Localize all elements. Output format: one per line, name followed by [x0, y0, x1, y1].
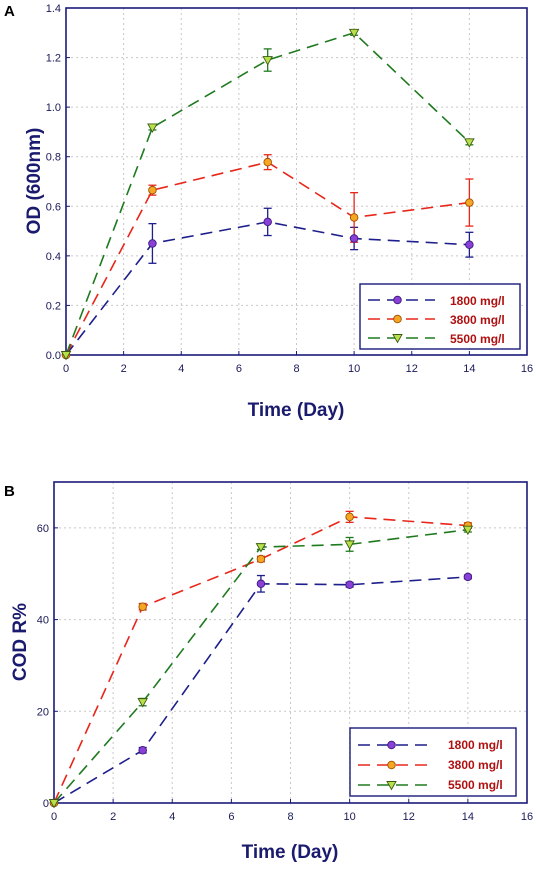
- panel-b-legend-marker-3800: [387, 760, 396, 770]
- panel-b-legend-label-1800: 1800 mg/l: [448, 738, 503, 752]
- panel-b-grid: [54, 482, 527, 803]
- panel-a-legend-box: [359, 283, 521, 350]
- panel-b-point-1800: [345, 580, 354, 589]
- panel-b-letter: B: [4, 483, 15, 500]
- panel-a-x-tick-label: 6: [236, 363, 242, 375]
- panel-b-x-tick-label: 4: [169, 811, 175, 823]
- panel-b-legend: 1800 mg/l 3800 mg/l 5500 mg/l: [349, 727, 517, 797]
- panel-a-legend-marker-5500: [392, 334, 403, 344]
- panel-b-ticks: 0 2 4 6 8 10 12 14 16 0 20 40 60: [37, 523, 533, 823]
- panel-b-x-tick-label: 8: [287, 811, 293, 823]
- panel-a-point-5500: [147, 123, 158, 133]
- panel-b-point-1800: [138, 746, 147, 755]
- panel-a-legend-label-1800: 1800 mg/l: [450, 294, 505, 308]
- panel-b-x-tick-label: 2: [110, 811, 116, 823]
- panel-b-point-5500: [48, 799, 60, 809]
- panel-a-y-tick-label: 0.4: [46, 251, 61, 263]
- panel-a-y-tick-label: 0.0: [46, 350, 61, 362]
- panel-a-x-axis-label: Time (Day): [248, 400, 345, 421]
- panel-a-y-tick-label: 0.2: [46, 300, 61, 312]
- panel-a-point-5500: [348, 28, 360, 39]
- panel-b-point-1800: [256, 579, 266, 589]
- panel-b-legend-marker-5500: [386, 781, 397, 791]
- panel-b-point-3800: [256, 554, 266, 564]
- panel-b-x-tick-label: 10: [344, 811, 356, 823]
- panel-b-y-axis-label: COD R%: [10, 603, 31, 681]
- panel-a-legend-label-3800: 3800 mg/l: [450, 313, 505, 327]
- panel-a-point-1800: [148, 239, 157, 248]
- panel-a-point-1800: [465, 240, 474, 249]
- panel-a-y-tick-label: 0.8: [46, 152, 61, 164]
- panel-a-x-tick-label: 16: [521, 363, 533, 375]
- panel-b-y-tick-label: 60: [37, 523, 49, 535]
- panel-b-legend-label-5500: 5500 mg/l: [448, 778, 503, 792]
- panel-b-point-5500: [255, 543, 267, 553]
- panel-b-x-tick-label: 12: [403, 811, 415, 823]
- panel-b-legend-marker-1800: [387, 740, 396, 750]
- panel-a-x-tick-label: 10: [348, 363, 360, 375]
- panel-b-x-axis-label: Time (Day): [242, 842, 339, 863]
- panel-a-y-tick-label: 1.0: [46, 102, 61, 114]
- panel-b-point-5500: [462, 525, 474, 536]
- panel-a-x-tick-label: 0: [63, 363, 69, 375]
- panel-a-marks: [60, 28, 475, 361]
- panel-a-point-3800: [263, 157, 272, 167]
- panel-a-x-tick-label: 14: [463, 363, 475, 375]
- panel-a-y-tick-label: 1.4: [46, 3, 61, 15]
- panel-a-y-axis-label: OD (600nm): [24, 128, 45, 235]
- panel-b-y-tick-label: 40: [37, 615, 49, 627]
- panel-a-legend-marker-1800: [393, 295, 402, 305]
- panel-a-x-tick-label: 8: [293, 363, 299, 375]
- panel-a-legend-marker-3800: [393, 314, 402, 324]
- panel-b-marks: [48, 510, 474, 809]
- panel-a-point-3800: [148, 185, 157, 195]
- panel-b-point-3800: [345, 512, 354, 522]
- panel-b-x-tick-label: 14: [462, 811, 474, 823]
- panel-b-point-5500: [344, 540, 355, 550]
- panel-b-x-tick-label: 6: [228, 811, 234, 823]
- panel-a-point-3800: [349, 213, 359, 222]
- panel-a-point-5500: [464, 138, 475, 148]
- panel-b: B 0 2 4 6 8 10 12 14 16 0 20 40 60 Time (Day) COD R%…: [4, 481, 533, 863]
- panel-b-x-tick-label: 0: [51, 811, 57, 823]
- panel-a-legend-label-5500: 5500 mg/l: [450, 332, 505, 346]
- panel-b-y-tick-label: 20: [37, 706, 49, 718]
- panel-a-y-tick-label: 1.2: [46, 53, 61, 65]
- panel-a-point-1800: [263, 217, 272, 227]
- panel-a-point-3800: [465, 198, 474, 207]
- panel-a-legend: 1800 mg/l 3800 mg/l 5500 mg/l: [359, 283, 521, 350]
- panel-a-series-line-5500: [65, 31, 470, 356]
- panel-a-x-tick-label: 2: [121, 363, 127, 375]
- panel-a-point-5500: [262, 56, 273, 66]
- panel-a-x-tick-label: 12: [406, 363, 418, 375]
- panel-b-x-tick-label: 16: [521, 811, 533, 823]
- panel-b-legend-label-3800: 3800 mg/l: [448, 758, 503, 772]
- panel-a-y-tick-label: 0.6: [46, 201, 61, 213]
- panel-b-y-tick-label: 0: [43, 798, 49, 810]
- panel-a-x-tick-label: 4: [178, 363, 184, 375]
- panel-b-point-3800: [138, 602, 147, 611]
- panel-b-legend-box: [349, 727, 517, 797]
- panel-b-point-1800: [463, 572, 473, 582]
- panel-a-point-1800: [349, 234, 359, 243]
- panel-a-letter: A: [4, 3, 15, 20]
- panel-a: A 0 2 4 6 8 10 12 14 160.00.20.40.60.81.01.21.4 …: [4, 3, 533, 421]
- panel-a-point-5500: [60, 351, 72, 361]
- panel-b-point-5500: [137, 698, 148, 708]
